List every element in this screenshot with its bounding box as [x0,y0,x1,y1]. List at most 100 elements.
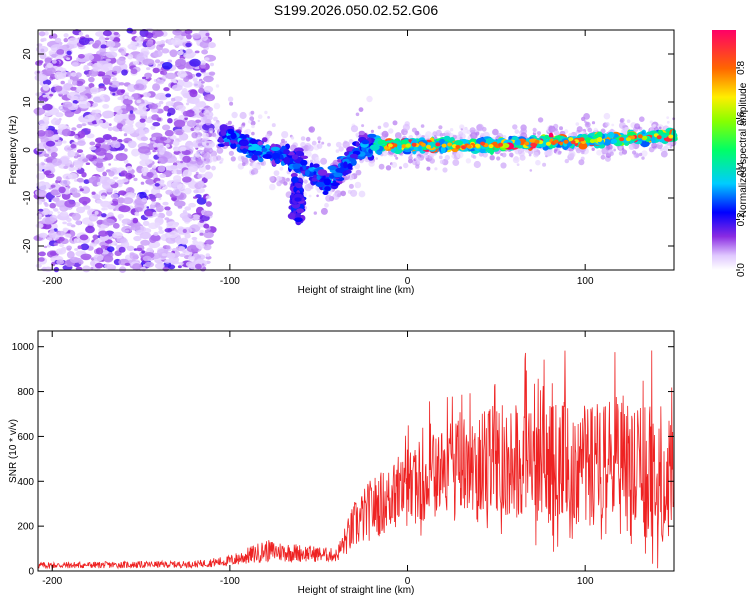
spectrogram-cell [203,210,213,217]
spectrogram-cell [200,68,206,73]
spectrogram-peak [447,142,453,147]
spectrogram-cell [358,130,365,136]
spectrogram-cell [320,157,328,165]
spectrogram-cell [112,37,121,43]
spectrogram-cell [138,146,151,154]
spectrogram-cell [121,218,132,225]
spectrogram-cell [191,156,197,162]
spectrogram-cell [182,250,187,254]
spectrogram-cell [167,59,173,63]
spectrogram-cell [113,116,123,123]
spectrogram-cell [152,50,163,58]
spectrogram-cell [205,119,212,126]
spectrogram-cell [69,187,78,194]
spectrogram-cell [618,122,626,129]
spectrogram-cell [609,151,614,156]
spectrogram-cell [223,138,231,143]
spectrogram-cell [129,110,134,114]
spectrogram-cell [470,131,478,140]
spectrogram-cell [349,140,353,145]
spectrogram-cell [262,137,268,143]
spectrogram-cell [383,122,389,128]
spectrogram-cell [184,206,192,211]
snr-xtick-label: -200 [42,576,62,587]
spectrogram-cell [537,117,544,123]
spectrogram-cell [108,163,112,166]
spectrogram-cell [72,100,79,104]
spectrogram-cell [660,150,668,158]
spectrogram-cell [109,80,121,88]
spectrogram-cell [196,159,203,166]
spectrogram-cell [92,102,99,107]
spectrogram-cell [140,136,149,142]
spectrogram-cell [64,110,75,118]
spectrogram-cell [83,114,95,123]
spectrogram-cell [172,188,182,197]
spectrogram-peak [579,137,585,142]
spectrogram-peak [553,139,559,144]
spectrogram-cell [118,216,121,219]
spectrogram-cell [107,126,113,132]
spectrogram-cell [58,105,63,110]
spectrogram-cell [596,149,602,156]
spectrogram-cell [104,207,108,211]
spectrogram-cell [370,129,374,133]
spectrogram-cell [242,162,246,166]
spectrogram-cell [145,32,154,39]
spectrogram-cell [426,166,431,171]
spectrogram-cell [42,103,53,111]
spectrogram-cell [415,156,421,162]
spectrogram-cell [42,79,52,86]
spectrogram-cell [402,123,410,131]
spectrogram-cell [114,243,118,246]
spectrogram-cell [205,164,211,170]
spectrogram-cell [391,161,398,168]
spectrogram-cell [58,186,66,194]
spectrogram-cell [210,62,214,67]
spectrogram-cell [183,77,190,83]
spectrogram-cell [250,120,256,126]
spectrogram-cell [662,145,669,152]
spectrogram-cell [196,197,207,205]
spectrogram-cell [206,142,210,146]
spectrogram-cell [154,193,163,199]
spectrogram-cell [603,112,611,120]
spectrogram-cell [63,33,69,38]
spectrogram-cell [347,163,353,170]
spectrogram-cell [381,130,389,138]
snr-series-line [38,350,674,570]
spectrogram-cell [193,79,197,82]
spectrogram-cell [285,177,290,182]
spectrogram-cell [158,226,163,231]
spectrogram-cell [75,220,82,226]
spectrogram-cell [296,208,305,214]
spectrogram-peak [387,143,393,148]
spectrogram-cell [36,45,49,54]
spectrogram-cell [96,219,105,225]
spectrogram-cell [649,120,653,124]
spectrogram-cell [305,169,310,177]
spectrogram-cell [79,234,89,241]
spectrogram-cell [651,142,658,149]
spectrogram-cell [251,131,255,136]
spectrogram-cell [377,125,382,130]
spectrogram-cell [88,83,95,89]
spectrogram-cell [103,111,111,118]
spectrogram-cell [306,151,312,158]
spectrogram-cell [220,130,227,136]
spectrogram-cell [214,121,221,128]
spectrogram-cell [71,62,79,67]
spectrogram-cell [152,122,161,127]
spectrogram-cell [212,132,217,138]
spectrogram-cell [90,260,96,266]
spectrogram-cell [118,82,125,86]
spectrogram-cell [611,123,615,127]
spectrogram-cell [66,222,73,227]
spectrogram-cell [452,159,460,167]
spectrogram-cell [129,252,135,256]
spectrogram-cell [182,110,190,117]
spectrogram-cell [105,51,118,59]
spectrogram-cell [70,72,77,77]
spectrogram-cell [162,201,169,206]
spectrogram-cell [201,263,205,266]
